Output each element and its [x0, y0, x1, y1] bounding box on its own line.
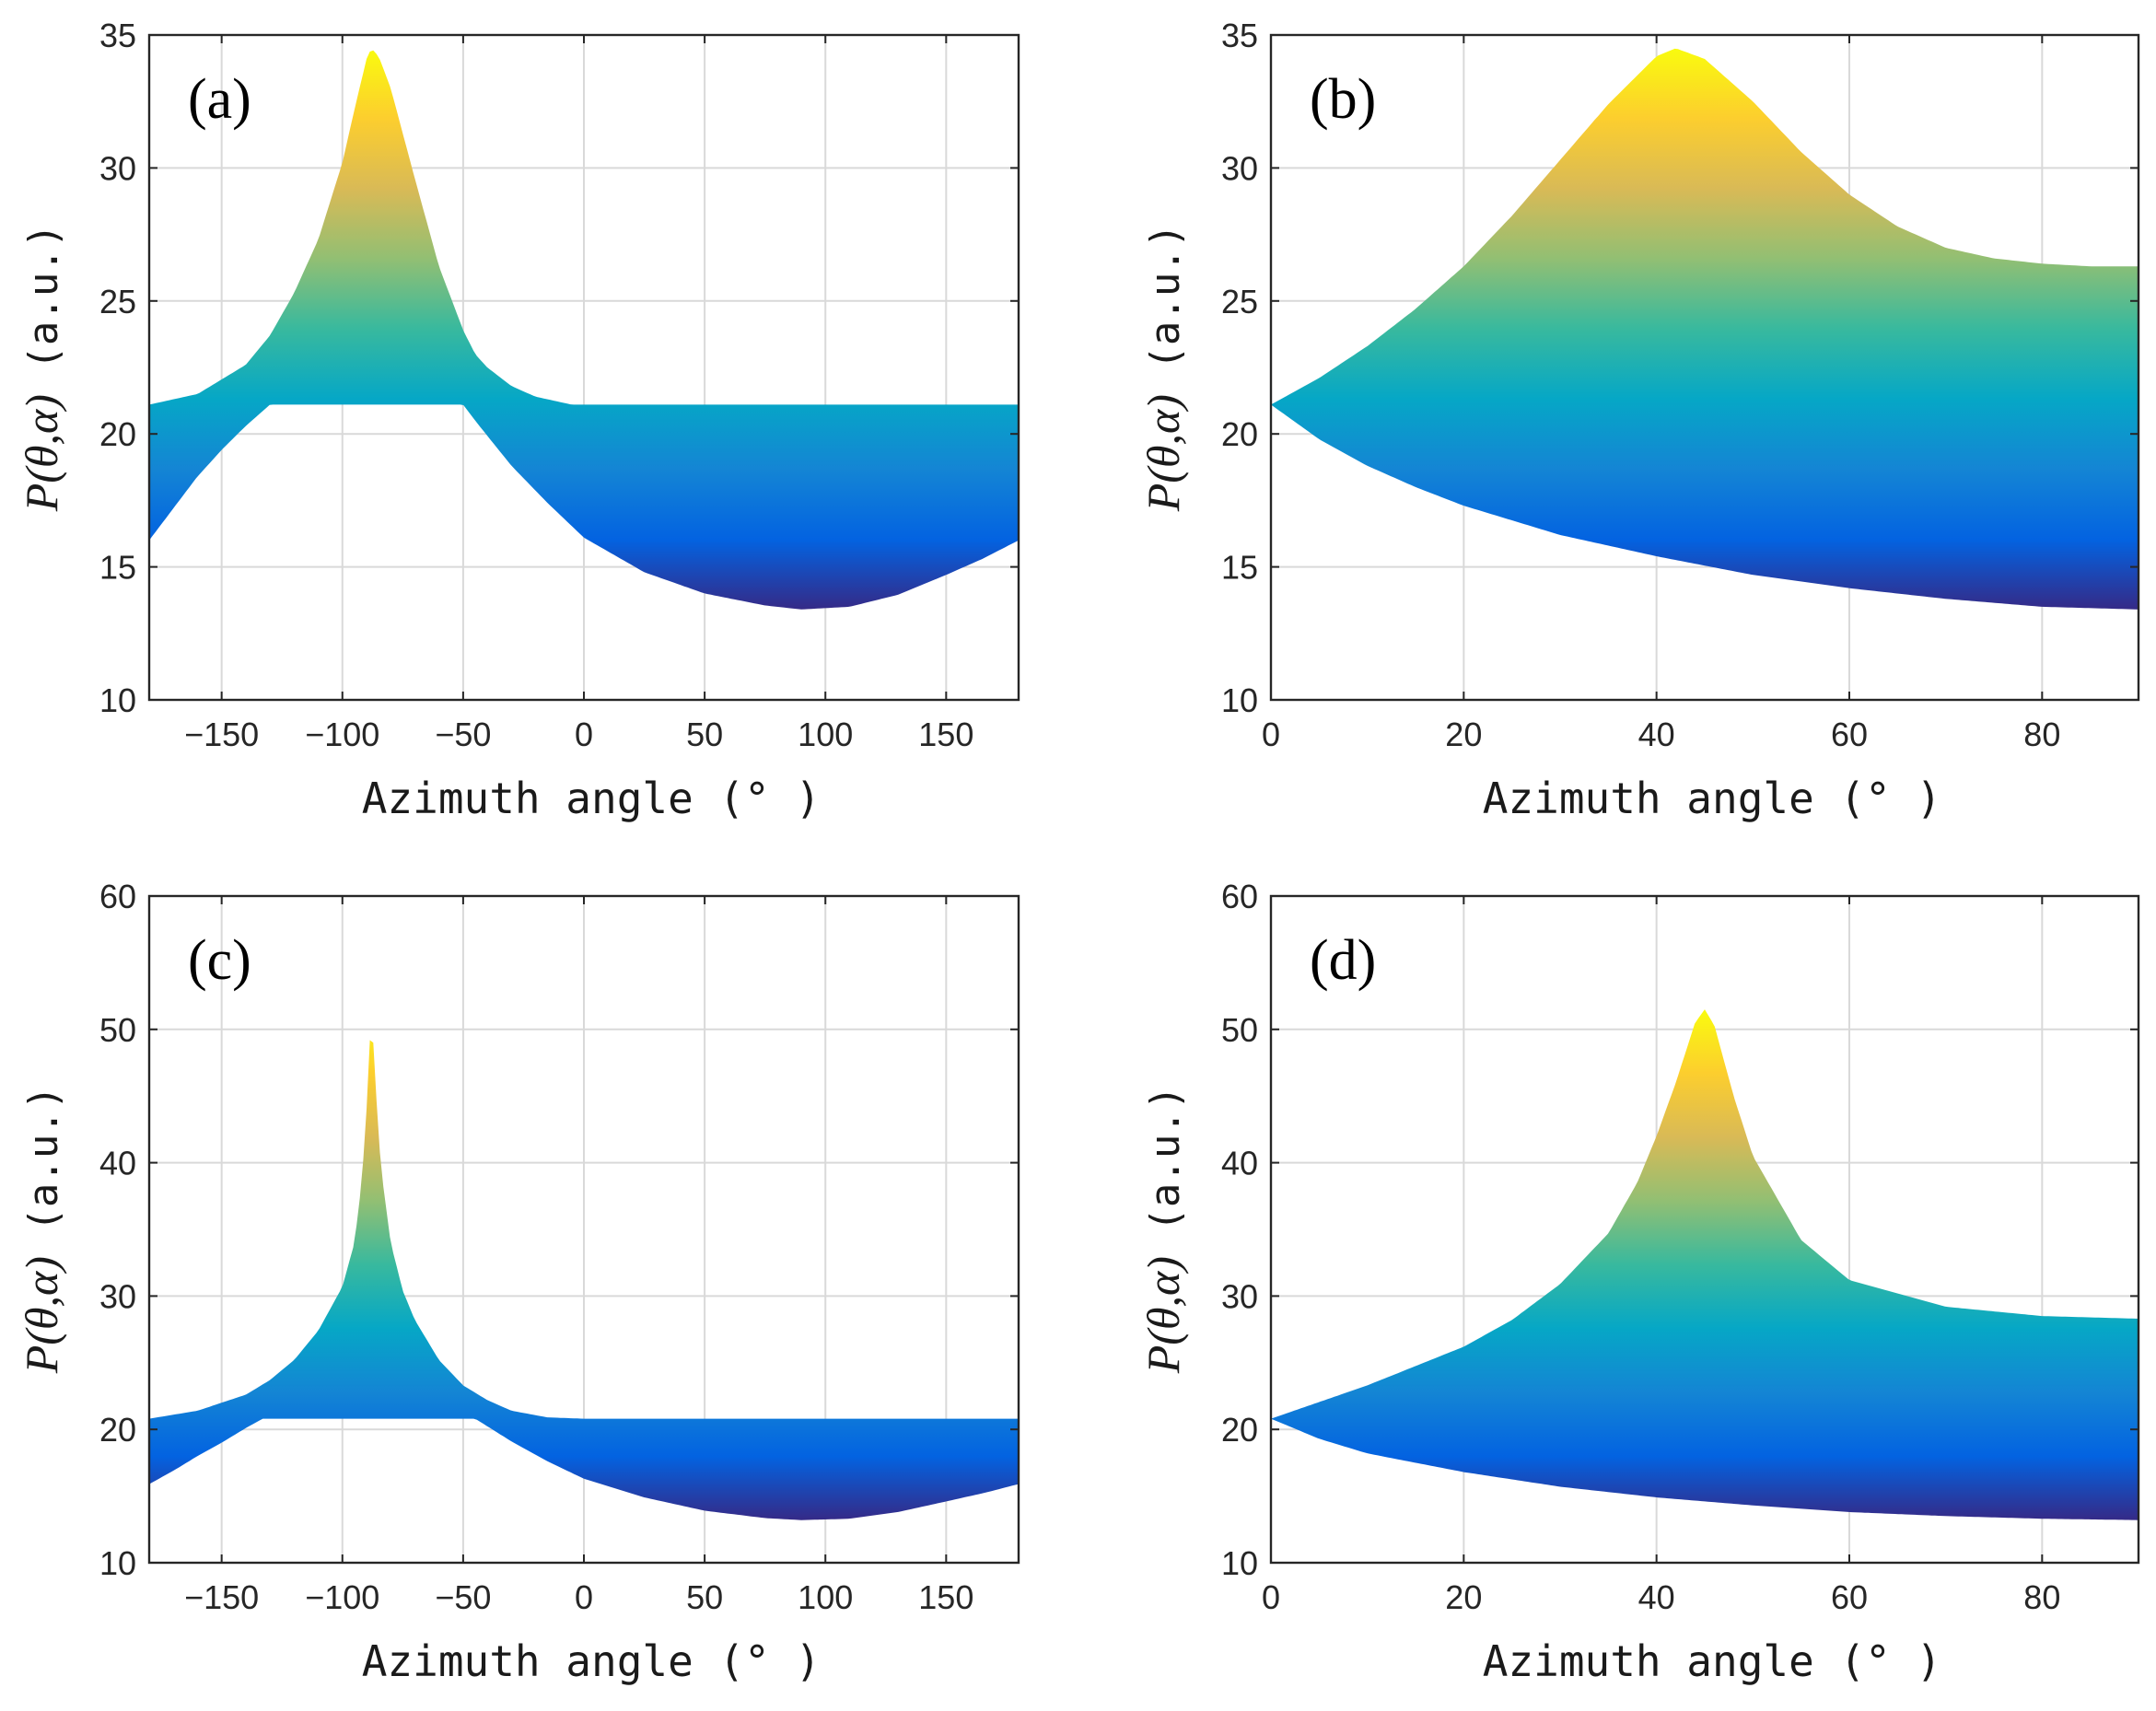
x-tick-label: 60	[1831, 1578, 1868, 1616]
y-axis-label-symbol: P(θ,α)	[1137, 1256, 1189, 1374]
x-tick-label: 60	[1831, 716, 1868, 753]
y-tick-label: 60	[99, 878, 136, 915]
x-tick-label: −50	[435, 716, 491, 753]
x-tick-label: 40	[1638, 1578, 1675, 1616]
band-area	[1271, 48, 2139, 610]
y-tick-label: 25	[1221, 283, 1258, 320]
x-axis-label: Azimuth angle (° )	[362, 1636, 822, 1686]
band-area	[1271, 1009, 2139, 1520]
y-tick-label: 10	[1221, 681, 1258, 719]
x-tick-label: −50	[435, 1578, 491, 1616]
y-tick-label: 30	[99, 1277, 136, 1315]
x-tick-label: 100	[798, 1578, 853, 1616]
y-axis-label-symbol: P(θ,α)	[1137, 394, 1189, 512]
y-tick-label: 20	[99, 1411, 136, 1449]
x-tick-label: 100	[798, 716, 853, 753]
x-tick-label: 50	[686, 1578, 723, 1616]
x-tick-label: 80	[2023, 1578, 2060, 1616]
y-tick-label: 10	[1221, 1544, 1258, 1582]
y-axis-label: P(θ,α) (a.u.)	[1137, 1086, 1189, 1375]
x-tick-label: −100	[305, 716, 379, 753]
x-tick-label: 150	[918, 1578, 973, 1616]
chart-panel-a: −150 −100 −50 0 50 100 150 10 15 20 25 30 35 Azimuth …	[16, 17, 1020, 823]
y-axis-label-unit: (a.u.)	[20, 224, 67, 394]
y-axis-label-unit: (a.u.)	[1142, 224, 1189, 394]
x-tick-label: 40	[1638, 716, 1675, 753]
x-tick-label: −150	[184, 1578, 259, 1616]
panel-label: (d)	[1310, 929, 1376, 992]
x-axis-label: Azimuth angle (° )	[1483, 1636, 1942, 1686]
y-tick-label: 15	[99, 549, 136, 587]
y-tick-label: 60	[1221, 878, 1258, 915]
chart-panel-c: −150 −100 −50 0 50 100 150 10 20 30 40 50 60 Azimuth …	[16, 878, 1020, 1686]
y-tick-label: 20	[1221, 415, 1258, 453]
y-tick-label: 35	[99, 17, 136, 54]
x-tick-label: 0	[575, 1578, 593, 1616]
x-axis-label: Azimuth angle (° )	[362, 774, 822, 823]
x-axis-label: Azimuth angle (° )	[1483, 774, 1942, 823]
band-area	[149, 50, 1019, 610]
chart-panel-d: 0 20 40 60 80 10 20 30 40 50 60 Azimuth angle (° ) P…	[1137, 878, 2140, 1686]
y-tick-label: 40	[1221, 1145, 1258, 1182]
y-tick-label: 35	[1221, 17, 1258, 54]
y-axis-label-unit: (a.u.)	[1142, 1086, 1189, 1256]
y-tick-label: 15	[1221, 549, 1258, 587]
axes-frame	[1269, 33, 2140, 702]
panel-label: (c)	[188, 929, 251, 992]
x-tick-label: 20	[1445, 1578, 1482, 1616]
x-tick-label: 80	[2023, 716, 2060, 753]
y-tick-label: 40	[99, 1145, 136, 1182]
x-tick-label: 0	[1262, 1578, 1280, 1616]
y-axis-label-unit: (a.u.)	[20, 1086, 67, 1256]
y-tick-label: 30	[99, 149, 136, 187]
y-axis-label: P(θ,α) (a.u.)	[16, 224, 67, 513]
y-axis-label: P(θ,α) (a.u.)	[16, 1086, 67, 1375]
y-axis-label-symbol: P(θ,α)	[16, 394, 67, 512]
y-axis-label: P(θ,α) (a.u.)	[1137, 224, 1189, 513]
axes-frame	[1269, 894, 2140, 1565]
y-axis-label-symbol: P(θ,α)	[16, 1256, 67, 1374]
x-tick-label: −100	[305, 1578, 379, 1616]
x-tick-label: 0	[1262, 716, 1280, 753]
y-tick-label: 50	[99, 1011, 136, 1049]
x-tick-label: 150	[918, 716, 973, 753]
y-tick-label: 30	[1221, 1277, 1258, 1315]
y-tick-label: 30	[1221, 149, 1258, 187]
y-tick-label: 20	[99, 415, 136, 453]
y-tick-label: 20	[1221, 1411, 1258, 1449]
y-tick-label: 50	[1221, 1011, 1258, 1049]
y-tick-label: 10	[99, 1544, 136, 1582]
x-tick-label: 50	[686, 716, 723, 753]
x-tick-label: 0	[575, 716, 593, 753]
x-tick-label: 20	[1445, 716, 1482, 753]
y-tick-label: 25	[99, 283, 136, 320]
band-area	[149, 1040, 1019, 1520]
x-tick-label: −150	[184, 716, 259, 753]
panel-label: (a)	[188, 68, 251, 131]
panel-label: (b)	[1310, 68, 1376, 131]
y-tick-label: 10	[99, 681, 136, 719]
chart-panel-b: 0 20 40 60 80 10 15 20 25 30 35 Azimuth angle (° ) P…	[1137, 17, 2140, 823]
